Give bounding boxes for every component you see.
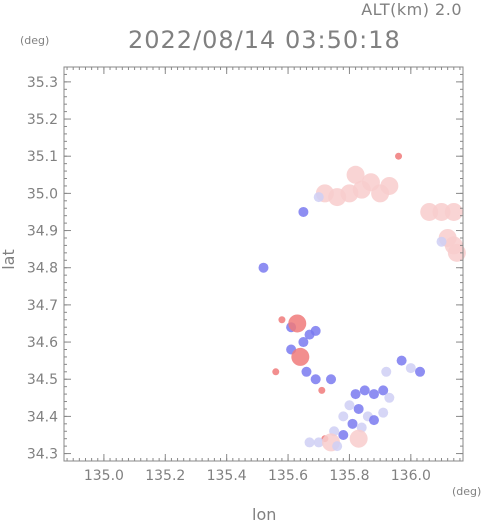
y-tick-label: 34.3 xyxy=(27,447,58,463)
radar-echo-point xyxy=(338,411,349,422)
radar-echo-point xyxy=(347,418,358,429)
radar-echo-point xyxy=(258,262,269,273)
radar-echo-point xyxy=(344,400,355,411)
radar-echo-point xyxy=(368,389,379,400)
radar-echo-point xyxy=(368,415,379,426)
radar-echo-point xyxy=(304,437,315,448)
radar-echo-point xyxy=(338,429,349,440)
y-tick-label: 35.2 xyxy=(27,112,58,128)
radar-echo-point xyxy=(436,236,447,247)
radar-echo-point xyxy=(313,192,324,203)
radar-echo-point xyxy=(350,389,361,400)
lon-unit-label: (deg) xyxy=(452,485,482,498)
radar-echo-point xyxy=(380,176,399,195)
radar-echo-point xyxy=(318,386,326,394)
radar-echo-point xyxy=(310,374,321,385)
y-tick-label: 34.6 xyxy=(27,335,58,351)
radar-echo-point xyxy=(310,325,321,336)
radar-echo-point xyxy=(359,385,370,396)
radar-echo-point xyxy=(301,366,312,377)
radar-echo-point xyxy=(298,337,309,348)
y-tick-label: 35.0 xyxy=(27,186,58,202)
radar-echo-point xyxy=(313,437,324,448)
radar-echo-point xyxy=(444,202,463,221)
y-tick-label: 35.1 xyxy=(27,149,58,165)
radar-echo-point xyxy=(288,314,307,333)
observation-datetime: 2022/08/14 03:50:18 xyxy=(128,26,401,54)
x-axis-label: lon xyxy=(252,505,277,524)
radar-echo-point xyxy=(378,407,389,418)
radar-echo-point xyxy=(405,363,416,374)
x-tick-label: 136.0 xyxy=(391,468,431,484)
radar-echo-point xyxy=(378,385,389,396)
radar-echo-point xyxy=(278,316,286,324)
radar-echo-layer xyxy=(258,152,466,452)
radar-echo-point xyxy=(272,368,280,376)
altitude-label: ALT(km) 2.0 xyxy=(361,0,462,19)
radar-echo-point xyxy=(353,403,364,414)
radar-echo-point xyxy=(332,441,343,452)
radar-echo-point xyxy=(396,355,407,366)
radar-echo-point xyxy=(326,374,337,385)
y-tick-label: 34.5 xyxy=(27,372,58,388)
y-tick-label: 34.7 xyxy=(27,298,58,314)
radar-echo-point xyxy=(298,206,309,217)
radar-echo-point xyxy=(384,392,395,403)
x-tick-label: 135.0 xyxy=(84,468,124,484)
x-tick-label: 135.6 xyxy=(268,468,308,484)
x-tick-label: 135.8 xyxy=(329,468,369,484)
radar-echo-point xyxy=(381,366,392,377)
lat-unit-label: (deg) xyxy=(20,34,50,47)
radar-echo-point xyxy=(291,347,310,366)
y-tick-label: 34.8 xyxy=(27,261,58,277)
radar-echo-point xyxy=(415,366,426,377)
x-tick-label: 135.2 xyxy=(145,468,185,484)
radar-echo-point xyxy=(447,243,466,262)
y-tick-label: 35.3 xyxy=(27,75,58,91)
radar-echo-point xyxy=(346,165,365,184)
radar-echo-point xyxy=(349,429,368,448)
x-tick-label: 135.4 xyxy=(207,468,247,484)
map-axes: 34.3 34.4 34.5 34.6 34.7 34.8 34.9 35.0 35.1 35.2… xyxy=(27,66,464,484)
y-tick-label: 34.4 xyxy=(27,409,58,425)
radar-echo-point xyxy=(395,152,403,160)
y-tick-label: 34.9 xyxy=(27,224,58,240)
